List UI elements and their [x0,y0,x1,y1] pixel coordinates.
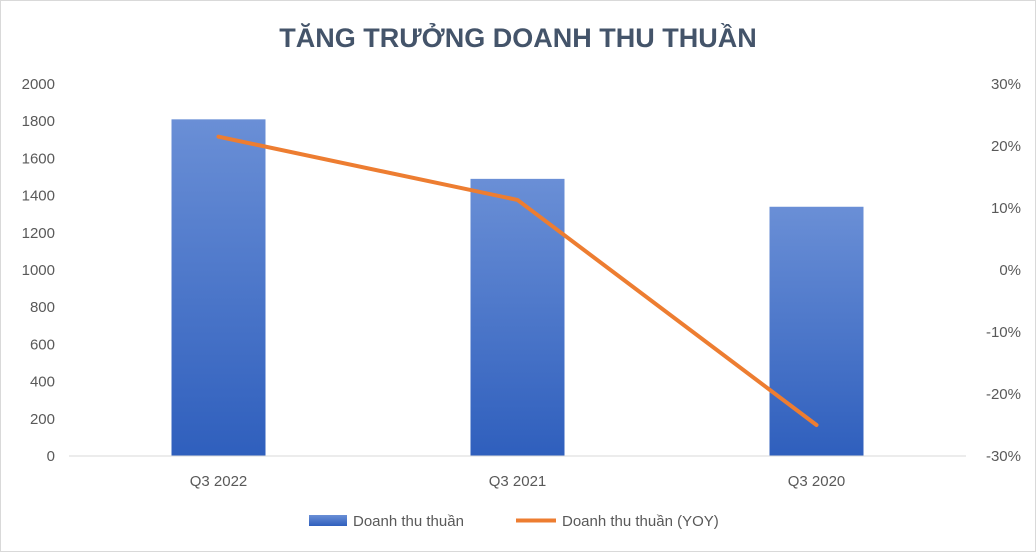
left-tick-label: 1000 [22,262,55,279]
legend-label-yoy: Doanh thu thuần (YOY) [562,513,719,530]
x-tick-label: Q3 2021 [489,473,547,490]
right-tick-label: -10% [986,324,1021,341]
right-tick-label: 10% [991,200,1021,217]
right-axis-ticks: -30% -20% -10% 0% 10% 20% 30% [986,76,1021,465]
left-tick-label: 1400 [22,188,55,205]
left-tick-label: 1200 [22,225,55,242]
bar-q3-2021 [470,178,565,457]
right-tick-label: 0% [999,262,1021,279]
left-tick-label: 800 [30,299,55,316]
legend-label-revenue: Doanh thu thuần [353,513,464,530]
bar-q3-2022 [171,119,266,456]
chart-title: TĂNG TRƯỞNG DOANH THU THUẦN [279,21,756,53]
left-tick-label: 1800 [22,113,55,130]
bar-q3-2020 [769,206,864,456]
x-axis-labels: Q3 2022 Q3 2021 Q3 2020 [190,473,846,490]
legend-bar-swatch [309,515,347,526]
legend-item-yoy: Doanh thu thuần (YOY) [516,513,719,530]
left-tick-label: 1600 [22,150,55,167]
right-tick-label: -30% [986,448,1021,465]
left-axis-ticks: 0 200 400 600 800 1000 1200 1400 1600 1800 2000 [22,76,55,465]
bar-series [171,119,864,457]
x-tick-label: Q3 2022 [190,473,248,490]
right-tick-label: -20% [986,386,1021,403]
x-tick-label: Q3 2020 [788,473,846,490]
yoy-line [216,134,819,427]
legend: Doanh thu thuần Doanh thu thuần (YOY) [309,513,719,530]
left-tick-label: 600 [30,336,55,353]
left-tick-label: 400 [30,374,55,391]
legend-item-revenue: Doanh thu thuần [309,513,464,530]
left-tick-label: 200 [30,411,55,428]
left-tick-label: 2000 [22,76,55,93]
right-tick-label: 20% [991,138,1021,155]
left-tick-label: 0 [47,448,55,465]
right-tick-label: 30% [991,76,1021,93]
